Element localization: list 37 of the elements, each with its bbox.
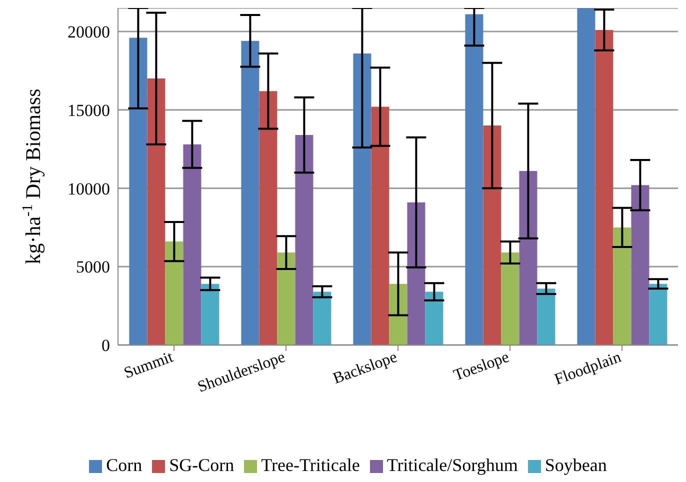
bar: [129, 38, 148, 345]
y-tick-label: 20000: [68, 22, 110, 42]
legend-label: Triticale/Sorghum: [386, 455, 518, 475]
bar: [147, 78, 166, 345]
legend-label: Tree-Triticale: [261, 455, 360, 475]
y-tick-label: 15000: [68, 100, 110, 120]
bar: [389, 284, 408, 345]
bar: [353, 53, 372, 345]
y-tick-label: 5000: [76, 258, 110, 277]
legend-label: Corn: [106, 455, 142, 475]
y-tick-label: 0: [102, 336, 110, 356]
bar: [201, 284, 220, 345]
bar: [483, 126, 502, 345]
bar: [537, 288, 556, 345]
bar: [577, 8, 596, 345]
x-tick-label: Toeslope: [451, 348, 512, 384]
bar: [425, 292, 444, 345]
bar: [295, 134, 314, 345]
bar: [465, 14, 484, 345]
y-tick-label: 10000: [68, 179, 110, 198]
bar: [313, 292, 332, 345]
bar: [631, 185, 650, 345]
bar: [613, 227, 632, 345]
bar: [183, 144, 202, 345]
bar: [259, 91, 278, 345]
bar: [371, 106, 390, 345]
bar: [165, 242, 184, 345]
legend-label: Soybean: [544, 455, 607, 475]
bar: [519, 171, 538, 345]
bar: [407, 202, 426, 345]
bar: [241, 40, 260, 345]
bar: [649, 284, 668, 345]
bar: [501, 252, 520, 345]
bar: [277, 252, 296, 345]
x-tick-label: Summit: [122, 348, 176, 382]
legend-label: SG-Corn: [169, 455, 234, 475]
bar: [595, 30, 614, 345]
